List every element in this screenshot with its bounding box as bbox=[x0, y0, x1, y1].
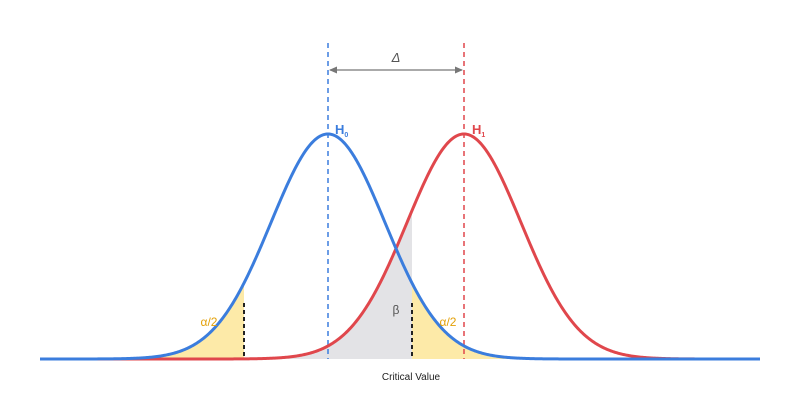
delta-label: Δ bbox=[391, 50, 401, 65]
h0-label-subscript: 0 bbox=[344, 132, 348, 139]
h1-label-subscript: 1 bbox=[481, 132, 485, 139]
h1-distribution-curve bbox=[39, 132, 761, 361]
h1-label: H1 bbox=[472, 122, 485, 139]
beta-label: β bbox=[393, 303, 400, 317]
delta-arrowhead-left bbox=[329, 66, 337, 74]
h0-label: H0 bbox=[335, 122, 348, 139]
alpha-right-label: α/2 bbox=[440, 315, 457, 329]
alpha-left-region bbox=[120, 283, 244, 359]
critical-value-label: Critical Value bbox=[382, 372, 441, 383]
h0-distribution-curve bbox=[39, 132, 761, 361]
h0-label-main: H bbox=[335, 122, 344, 137]
delta-arrowhead-right bbox=[455, 66, 463, 74]
alpha-left-label: α/2 bbox=[201, 315, 218, 329]
alpha-right-region bbox=[412, 283, 520, 359]
beta-region bbox=[260, 210, 412, 359]
h1-label-main: H bbox=[472, 122, 481, 137]
